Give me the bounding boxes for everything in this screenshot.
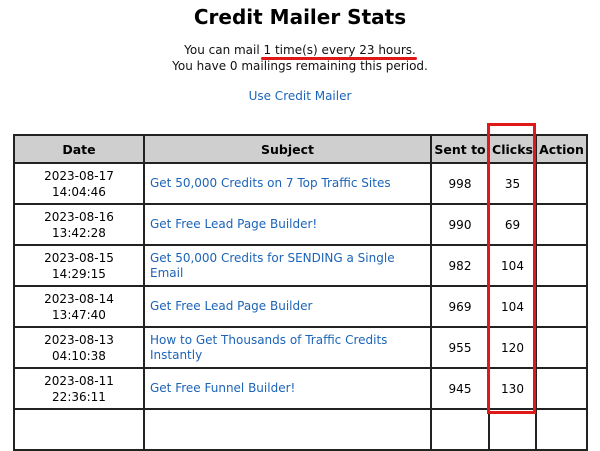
subject-cell: Get 50,000 Credits on 7 Top Traffic Site…: [143, 162, 432, 205]
action-cell: [535, 244, 588, 287]
column-header-sent-to: Sent to: [430, 134, 490, 164]
time-value: 14:04:46: [52, 184, 106, 199]
subject-link[interactable]: Get 50,000 Credits for SENDING a Single …: [150, 250, 395, 280]
action-cell: [535, 326, 588, 369]
subject-link[interactable]: How to Get Thousands of Traffic Credits …: [150, 332, 388, 362]
date-cell: 2023-08-11 22:36:11: [13, 367, 145, 410]
subject-link[interactable]: Get Free Lead Page Builder!: [150, 217, 318, 231]
subject-cell: Get Free Lead Page Builder: [143, 285, 432, 328]
use-credit-mailer-link[interactable]: Use Credit Mailer: [248, 89, 352, 103]
action-cell: [535, 203, 588, 246]
table-row: [13, 408, 588, 451]
action-cell: [535, 162, 588, 205]
action-cell: [535, 408, 588, 451]
mail-frequency-value: 1 time(s) every 23 hours.: [263, 43, 416, 57]
subject-link[interactable]: Get Free Funnel Builder!: [150, 381, 296, 395]
date-value: 2023-08-15: [44, 250, 114, 265]
sent-to-cell: 945: [430, 367, 490, 410]
clicks-cell: [488, 408, 537, 451]
subject-cell: Get Free Lead Page Builder!: [143, 203, 432, 246]
date-cell: 2023-08-14 13:47:40: [13, 285, 145, 328]
page-title: Credit Mailer Stats: [193, 5, 407, 29]
column-header-date: Date: [13, 134, 145, 164]
clicks-cell: 69: [488, 203, 537, 246]
table-row: 2023-08-11 22:36:11 Get Free Funnel Build…: [13, 367, 588, 410]
date-value: 2023-08-14: [44, 291, 114, 306]
red-underline-annotation: [261, 57, 417, 60]
clicks-cell: 130: [488, 367, 537, 410]
time-value: 13:47:40: [52, 307, 106, 322]
clicks-cell: 120: [488, 326, 537, 369]
time-value: 04:10:38: [52, 348, 106, 363]
mailings-remaining-info: You have 0 mailings remaining this perio…: [172, 59, 428, 73]
time-value: 14:29:15: [52, 266, 106, 281]
column-header-subject: Subject: [143, 134, 432, 164]
subject-cell: Get 50,000 Credits for SENDING a Single …: [143, 244, 432, 287]
table-row: 2023-08-13 04:10:38 How to Get Thousands …: [13, 326, 588, 369]
table-row: 2023-08-16 13:42:28 Get Free Lead Page Bu…: [13, 203, 588, 246]
date-cell: 2023-08-13 04:10:38: [13, 326, 145, 369]
date-value: 2023-08-11: [44, 373, 114, 388]
subject-cell: [143, 408, 432, 451]
subject-cell: How to Get Thousands of Traffic Credits …: [143, 326, 432, 369]
table-row: 2023-08-15 14:29:15 Get 50,000 Credits fo…: [13, 244, 588, 287]
column-header-clicks: Clicks: [488, 134, 537, 164]
subject-cell: Get Free Funnel Builder!: [143, 367, 432, 410]
date-value: 2023-08-17: [44, 168, 114, 183]
sent-to-cell: [430, 408, 490, 451]
table-row: 2023-08-14 13:47:40 Get Free Lead Page Bu…: [13, 285, 588, 328]
sent-to-cell: 998: [430, 162, 490, 205]
mailer-stats-table: Date Subject Sent to Clicks Action 2023-…: [13, 134, 588, 451]
sent-to-cell: 955: [430, 326, 490, 369]
sent-to-cell: 969: [430, 285, 490, 328]
column-header-action: Action: [535, 134, 588, 164]
date-cell: 2023-08-15 14:29:15: [13, 244, 145, 287]
date-value: 2023-08-13: [44, 332, 114, 347]
mail-frequency-info: You can mail 1 time(s) every 23 hours.: [0, 43, 600, 57]
date-value: 2023-08-16: [44, 209, 114, 224]
subject-link[interactable]: Get 50,000 Credits on 7 Top Traffic Site…: [150, 176, 391, 190]
time-value: 22:36:11: [52, 389, 106, 404]
clicks-cell: 35: [488, 162, 537, 205]
mail-frequency-prefix: You can mail: [184, 43, 264, 57]
table-header-row: Date Subject Sent to Clicks Action: [13, 134, 588, 164]
date-cell: 2023-08-16 13:42:28: [13, 203, 145, 246]
time-value: 13:42:28: [52, 225, 106, 240]
sent-to-cell: 982: [430, 244, 490, 287]
clicks-cell: 104: [488, 285, 537, 328]
clicks-cell: 104: [488, 244, 537, 287]
action-cell: [535, 367, 588, 410]
table-row: 2023-08-17 14:04:46 Get 50,000 Credits on…: [13, 162, 588, 205]
date-cell: [13, 408, 145, 451]
sent-to-cell: 990: [430, 203, 490, 246]
action-cell: [535, 285, 588, 328]
subject-link[interactable]: Get Free Lead Page Builder: [150, 299, 313, 313]
date-cell: 2023-08-17 14:04:46: [13, 162, 145, 205]
